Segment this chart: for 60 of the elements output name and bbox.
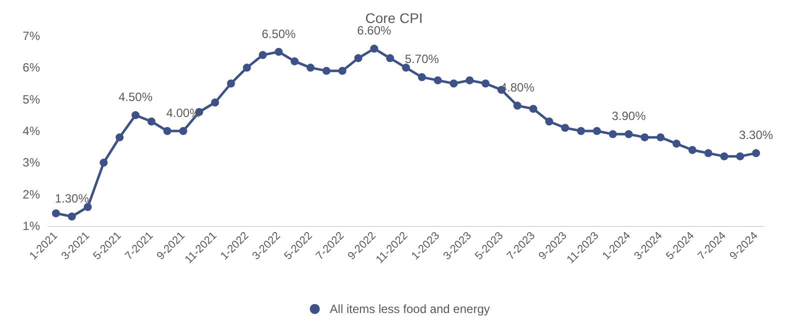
point (482, 80, 490, 88)
data-label: 1.30% (54, 192, 90, 206)
point (322, 66, 330, 75)
y-tick-label: 7% (22, 29, 40, 43)
point (704, 149, 712, 158)
data-label: 4.80% (500, 80, 535, 95)
point (163, 127, 172, 135)
point (752, 149, 760, 158)
data-label: 5.70% (404, 52, 440, 66)
data-label: 6.50% (262, 26, 296, 41)
y-tick-label: 3% (22, 156, 40, 170)
y-tick-label: 5% (22, 92, 40, 106)
chart-title: Core CPI (365, 10, 423, 26)
point (274, 48, 283, 56)
point (100, 158, 108, 167)
data-label: 6.60% (357, 24, 392, 38)
point (720, 152, 728, 160)
point (370, 44, 378, 53)
point (354, 54, 362, 62)
point (211, 98, 220, 106)
point (513, 102, 522, 110)
point (402, 64, 410, 72)
point (386, 54, 394, 62)
point (84, 203, 92, 211)
point (672, 140, 680, 148)
y-tick-label: 2% (22, 187, 40, 202)
point (290, 57, 299, 66)
point (450, 80, 458, 88)
y-tick-label: 1% (22, 219, 40, 233)
point (577, 127, 586, 135)
data-label: 3.90% (612, 109, 646, 124)
point (418, 73, 426, 82)
point (306, 64, 315, 72)
point (656, 133, 665, 142)
point (545, 118, 554, 126)
point (68, 212, 76, 220)
point (147, 118, 156, 126)
point (736, 152, 744, 160)
point (624, 130, 633, 138)
data-label: 3.30% (739, 128, 774, 142)
point (226, 80, 235, 88)
point (179, 127, 188, 135)
point (116, 133, 124, 142)
point (258, 51, 267, 59)
y-tick-label: 6% (22, 60, 40, 75)
legend-label: All items less food and energy (330, 302, 490, 316)
point (688, 146, 696, 154)
data-label: 4.50% (118, 90, 153, 104)
point (640, 133, 649, 142)
point (561, 124, 570, 132)
y-tick-label: 4% (22, 124, 40, 138)
point (52, 209, 60, 218)
point (466, 76, 474, 84)
point (592, 127, 601, 135)
point (529, 104, 538, 113)
point (242, 64, 251, 72)
point (338, 66, 346, 75)
point (434, 76, 442, 84)
point (132, 111, 140, 120)
point (608, 130, 617, 138)
